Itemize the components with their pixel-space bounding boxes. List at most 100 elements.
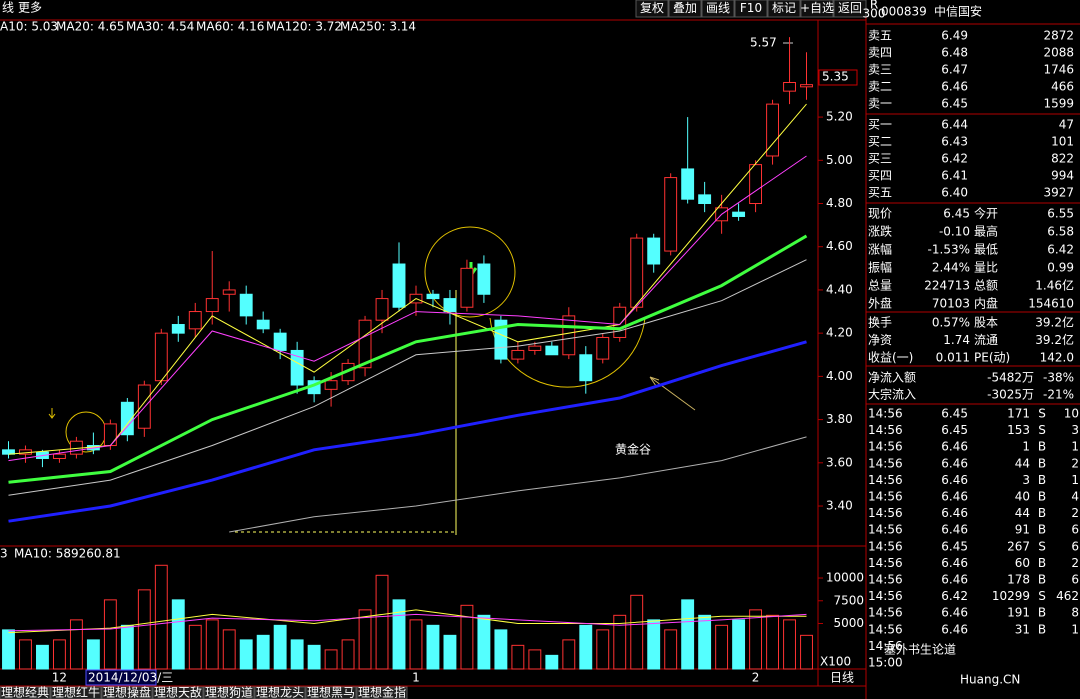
x-tick-label: 2 <box>752 671 760 685</box>
tab[interactable] <box>203 686 255 699</box>
tab-label: 理想红牛 <box>52 685 100 699</box>
tick-side: B <box>1038 606 1046 620</box>
book-price: 6.40 <box>941 186 968 200</box>
ma-line <box>8 155 807 462</box>
candle-body <box>579 354 593 382</box>
x-tick-label: 1 <box>412 671 420 685</box>
stat-label: PE(动) <box>974 351 1010 365</box>
ma-line <box>229 436 807 533</box>
candle-body <box>698 194 712 205</box>
tick-price: 6.46 <box>941 456 968 470</box>
tick-volume: 171 <box>1007 407 1030 421</box>
ma-label: MA30: 4.54 <box>126 20 194 34</box>
book-label: 卖五 <box>868 29 892 43</box>
book-label: 卖三 <box>868 63 892 77</box>
toolbar-button[interactable] <box>701 0 735 18</box>
book-price: 6.46 <box>941 80 968 94</box>
volume-bar <box>392 599 406 670</box>
ma-label: MA250: 3.14 <box>340 20 416 34</box>
volume-bar <box>324 649 338 670</box>
stat-label: 内盘 <box>974 296 998 311</box>
toolbar-button[interactable] <box>668 0 702 18</box>
volume-bar <box>171 599 185 670</box>
tick-count: 4 <box>1071 490 1079 504</box>
volume-bar <box>103 599 117 670</box>
tab[interactable] <box>305 686 357 699</box>
stat-value: 1.74 <box>943 333 970 347</box>
candle-body <box>460 267 474 308</box>
volume-label: 3 <box>0 547 8 561</box>
toolbar-button[interactable] <box>734 0 768 18</box>
book-volume: 2872 <box>1043 29 1074 43</box>
candle-body <box>375 298 389 321</box>
cursor-date: 2014/12/03/三 <box>88 671 173 685</box>
stat-value: 154610 <box>1028 297 1074 311</box>
volume-bar <box>579 624 593 670</box>
tab[interactable] <box>0 686 51 699</box>
volume-bar <box>120 624 134 670</box>
toolbar-button[interactable] <box>800 0 834 18</box>
name: 中信国安 <box>934 4 982 19</box>
stat-value: 0.011 <box>936 351 970 365</box>
candle-body <box>2 449 15 455</box>
watermark: Huang.CN <box>960 673 1020 687</box>
volume-bar <box>749 609 763 670</box>
candle-body <box>426 293 440 300</box>
tab[interactable] <box>50 686 102 699</box>
tick-volume: 44 <box>1015 456 1030 470</box>
volume-ma-line <box>8 613 807 632</box>
stat-label: 最低 <box>974 243 998 257</box>
book-price: 6.48 <box>941 46 968 60</box>
toolbar-label: +自选 <box>800 1 834 15</box>
tick-count: 2 <box>1071 506 1079 520</box>
tab-label: 理想黑马 <box>307 685 355 699</box>
tick-price: 6.46 <box>941 523 968 537</box>
volume-bar <box>477 614 491 670</box>
toolbar-button[interactable] <box>635 0 669 18</box>
tab[interactable] <box>101 686 153 699</box>
book-price: 6.44 <box>941 118 968 132</box>
book-label: 卖二 <box>868 80 892 94</box>
y-tick-label: 3.40 <box>826 499 853 513</box>
toolbar-button[interactable] <box>767 0 801 18</box>
stat-label: 最高 <box>974 224 998 239</box>
flow-value: -3025万 <box>987 388 1034 402</box>
tick-price: 6.46 <box>941 622 968 636</box>
book-price: 6.47 <box>941 63 968 77</box>
price-label: 5.35 <box>822 70 849 84</box>
y-tick-label: 4.80 <box>826 196 853 210</box>
volume-bar <box>273 624 287 670</box>
candle-body <box>732 211 746 217</box>
tick-count: 6 <box>1071 539 1079 553</box>
volume-bar <box>290 639 304 670</box>
book-label: 买五 <box>868 186 892 200</box>
tab[interactable] <box>356 686 408 699</box>
tick-time: 14:56 <box>868 573 903 587</box>
stat-label: 流通 <box>974 333 998 347</box>
toolbar-label: 返回 <box>838 1 862 15</box>
stat-label: 涨跌 <box>868 224 892 239</box>
y-tick-label: 5.00 <box>826 153 853 167</box>
stat-value: 1.46亿 <box>1035 278 1074 293</box>
candle-body <box>528 345 542 351</box>
volume-bar <box>630 594 644 670</box>
tab[interactable] <box>254 686 306 699</box>
tab-label: 理想金指 <box>358 685 406 699</box>
tick-time: 14:56 <box>868 589 903 603</box>
volume-bar <box>137 589 151 670</box>
code: 000839 <box>881 5 927 19</box>
volume-bar <box>19 639 32 670</box>
tab[interactable] <box>152 686 204 699</box>
tick-price: 6.42 <box>941 589 968 603</box>
badge: R <box>870 0 878 12</box>
stat-value: 0.99 <box>1047 261 1074 275</box>
badge: 300 <box>863 7 886 21</box>
tab-label: 理想龙头 <box>256 685 304 699</box>
candle-body <box>222 289 236 295</box>
toolbar-button[interactable] <box>833 0 867 18</box>
tick-side: B <box>1038 622 1046 636</box>
stat-label: 现价 <box>868 207 892 221</box>
stat-label: 总量 <box>868 279 892 293</box>
tick-price: 6.46 <box>941 556 968 570</box>
book-price: 6.43 <box>941 135 968 149</box>
